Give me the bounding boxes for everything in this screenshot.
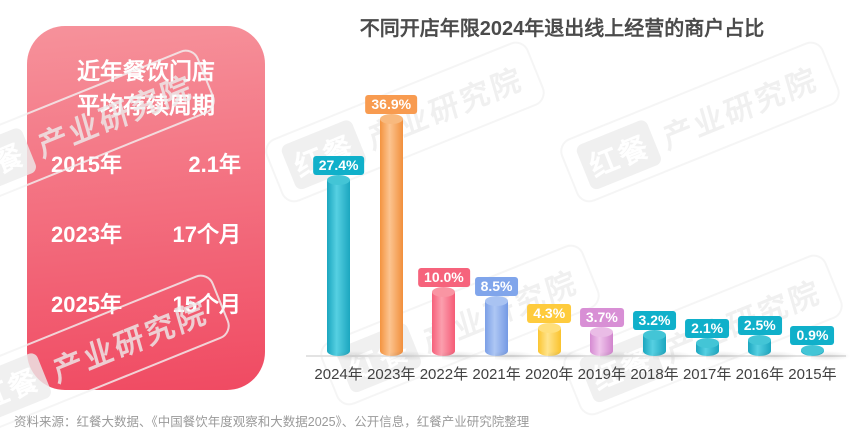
bar-shadow [653,350,693,361]
bar-cylinder-2016年 [748,334,799,361]
bar-cylinder-2019年 [590,327,641,361]
bar-cylinder-2017年 [695,337,746,361]
value-badge-2015年: 0.9% [790,326,835,346]
card-row-value: 2.1年 [188,152,241,177]
source-note: 资料来源：红餐大数据、《中国餐饮年度观察和大数据2025》、公开信息，红餐产业研… [14,415,530,429]
value-badge-2019年: 3.7% [579,308,624,328]
bar-top-ellipse [800,345,824,356]
bar-shadow [600,350,641,361]
bar-top-ellipse [485,296,509,307]
bar-cylinder-2022年 [432,286,483,361]
value-badge-2016年: 2.5% [737,315,782,335]
value-badge-2020年: 4.3% [527,304,572,324]
value-badge-2024年: 27.4% [312,156,365,176]
bar-top-ellipse [379,114,403,125]
watermark-logo-box: 红餐 [574,118,664,192]
card-title-line2: 平均存续周期 [77,92,215,118]
value-badge-2021年: 8.5% [474,277,519,297]
card-row-label: 2015年 [51,152,122,177]
watermark-org-text: 产业研究院 [659,62,822,157]
bar-cylinder-2021年 [485,296,536,361]
bar-cylinder-2023年 [379,114,430,361]
x-axis-label-2017年: 2017年 [682,366,732,383]
bar-shadow [810,350,851,361]
bar-top-ellipse [537,323,561,334]
bar-top-ellipse [695,337,719,348]
x-axis-label-2019年: 2019年 [577,366,627,383]
x-axis-label-2021年: 2021年 [472,366,521,383]
x-axis-label-2015年: 2015年 [788,366,837,383]
brand-watermark: 红餐产业研究院 [316,240,604,410]
chart-title: 不同开店年限2024年退出线上经营的商户占比 [359,18,765,40]
value-badge-2017年: 2.1% [685,318,730,338]
card-row-2015: 2015年 2.1年 [51,147,241,179]
card-row-label: 2023年 [51,222,122,247]
x-axis-label-2020年: 2020年 [525,366,574,383]
bar-top-ellipse [643,330,666,341]
bar-cylinder-2020年 [537,323,588,361]
x-axis-label-2018年: 2018年 [630,366,679,383]
bar-shadow [758,350,799,361]
survival-period-card: 近年餐饮门店 平均存续周期 2015年 2.1年 2023年 17个月 2025… [27,26,265,390]
bar-top-ellipse [327,175,351,186]
x-axis-label-2022年: 2022年 [419,366,469,383]
value-badge-2018年: 3.2% [632,311,677,331]
card-row-2025: 2025年 15个月 [51,287,241,319]
x-axis-label-2024年: 2024年 [314,366,363,383]
card-row-label: 2025年 [51,292,122,317]
card-row-2023: 2023年 17个月 [51,217,241,249]
card-title-line1: 近年餐饮门店 [77,58,215,84]
brand-watermark: 红餐产业研究院 [556,37,844,207]
x-axis-label-2023年: 2023年 [367,366,416,383]
value-badge-2023年: 36.9% [365,95,418,115]
card-row-value: 15个月 [172,292,241,317]
card-title: 近年餐饮门店 平均存续周期 [27,54,265,122]
x-axis-line [306,355,846,357]
bar-shadow [442,350,483,361]
brand-watermark: 红餐产业研究院 [261,37,549,207]
bar-top-ellipse [590,327,614,338]
bar-shadow [705,350,746,361]
bar-shadow [389,350,430,361]
bar-top-ellipse [432,286,456,297]
bar-cylinder-2024年 [327,175,378,361]
bar-shadow [337,350,378,361]
bar-cylinder-2018年 [643,330,693,361]
bar-top-ellipse [748,334,772,345]
bar-cylinder-2015年 [800,345,851,361]
card-row-value: 17个月 [172,222,241,247]
bar-shadow [547,350,588,361]
bar-shadow [495,350,536,361]
value-badge-2022年: 10.0% [418,267,470,287]
watermark-logo-box: 红餐 [279,118,369,192]
x-axis-label-2016年: 2016年 [735,366,784,383]
